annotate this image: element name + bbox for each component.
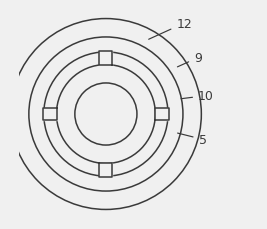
Polygon shape [100,52,112,66]
Text: 5: 5 [178,133,206,146]
Text: 10: 10 [181,90,214,103]
Polygon shape [155,108,168,121]
Text: 12: 12 [149,18,192,40]
Polygon shape [100,163,112,177]
Text: 9: 9 [178,52,202,68]
Polygon shape [43,108,57,121]
